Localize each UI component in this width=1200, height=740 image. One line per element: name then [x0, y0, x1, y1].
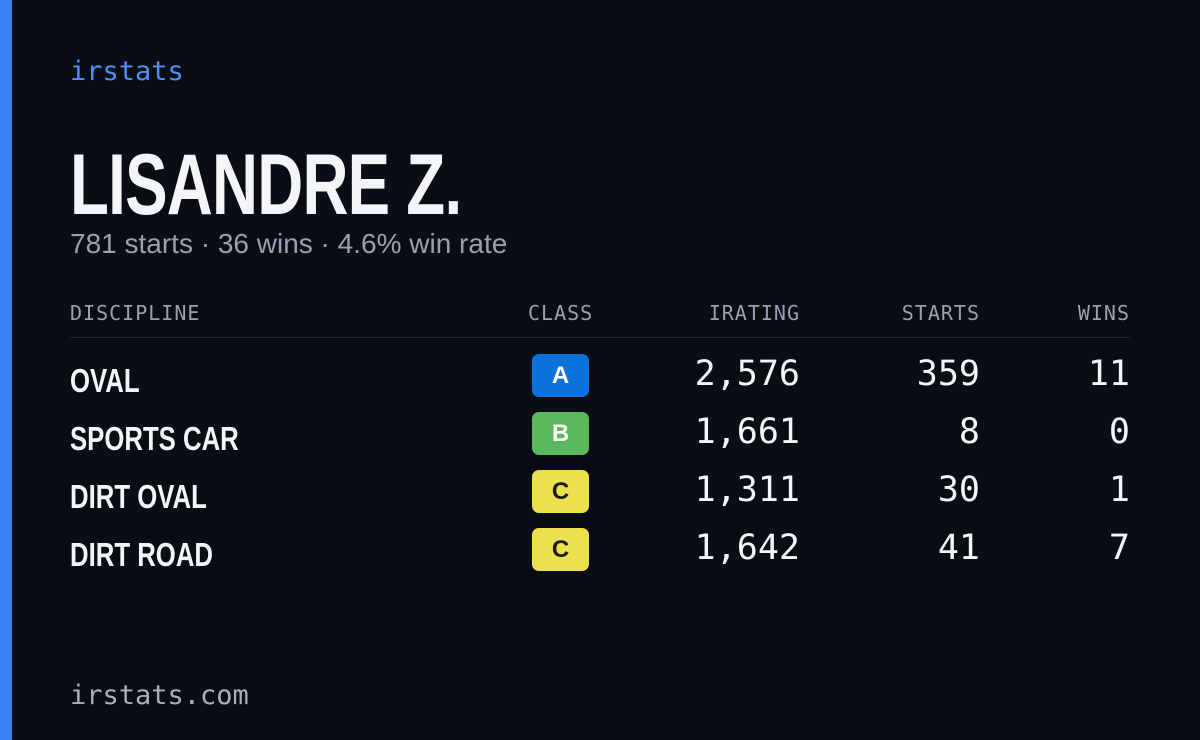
column-header: DISCIPLINE: [70, 301, 201, 325]
class-badge: C: [532, 528, 589, 571]
brand: irstats: [70, 56, 184, 87]
wins: 11: [1087, 354, 1130, 394]
column-header: CLASS: [528, 301, 594, 325]
irating: 1,311: [694, 470, 800, 510]
starts: 30: [937, 470, 980, 510]
footer-url: irstats.com: [70, 680, 249, 711]
class-badge: C: [532, 470, 589, 513]
discipline: DIRT OVAL: [70, 478, 207, 515]
starts: 359: [916, 354, 980, 394]
driver-name: LISANDRE Z.: [70, 137, 462, 233]
class-badge: A: [532, 354, 589, 397]
irating: 1,642: [694, 528, 800, 568]
wins: 7: [1108, 528, 1130, 568]
irating: 2,576: [694, 354, 800, 394]
starts: 8: [958, 412, 980, 452]
wins: 0: [1108, 412, 1130, 452]
column-header: WINS: [1077, 301, 1130, 325]
wins: 1: [1108, 470, 1130, 510]
column-header: STARTS: [901, 301, 980, 325]
starts: 41: [937, 528, 980, 568]
summary: 781 starts · 36 wins · 4.6% win rate: [70, 228, 508, 259]
discipline: OVAL: [70, 362, 140, 399]
class-badge: B: [532, 412, 589, 455]
column-header: IRATING: [708, 301, 800, 325]
header-rule: [70, 337, 1130, 338]
irating: 1,661: [694, 412, 800, 452]
accent-bar: [0, 0, 12, 740]
discipline: SPORTS CAR: [70, 420, 239, 457]
discipline: DIRT ROAD: [70, 536, 213, 573]
